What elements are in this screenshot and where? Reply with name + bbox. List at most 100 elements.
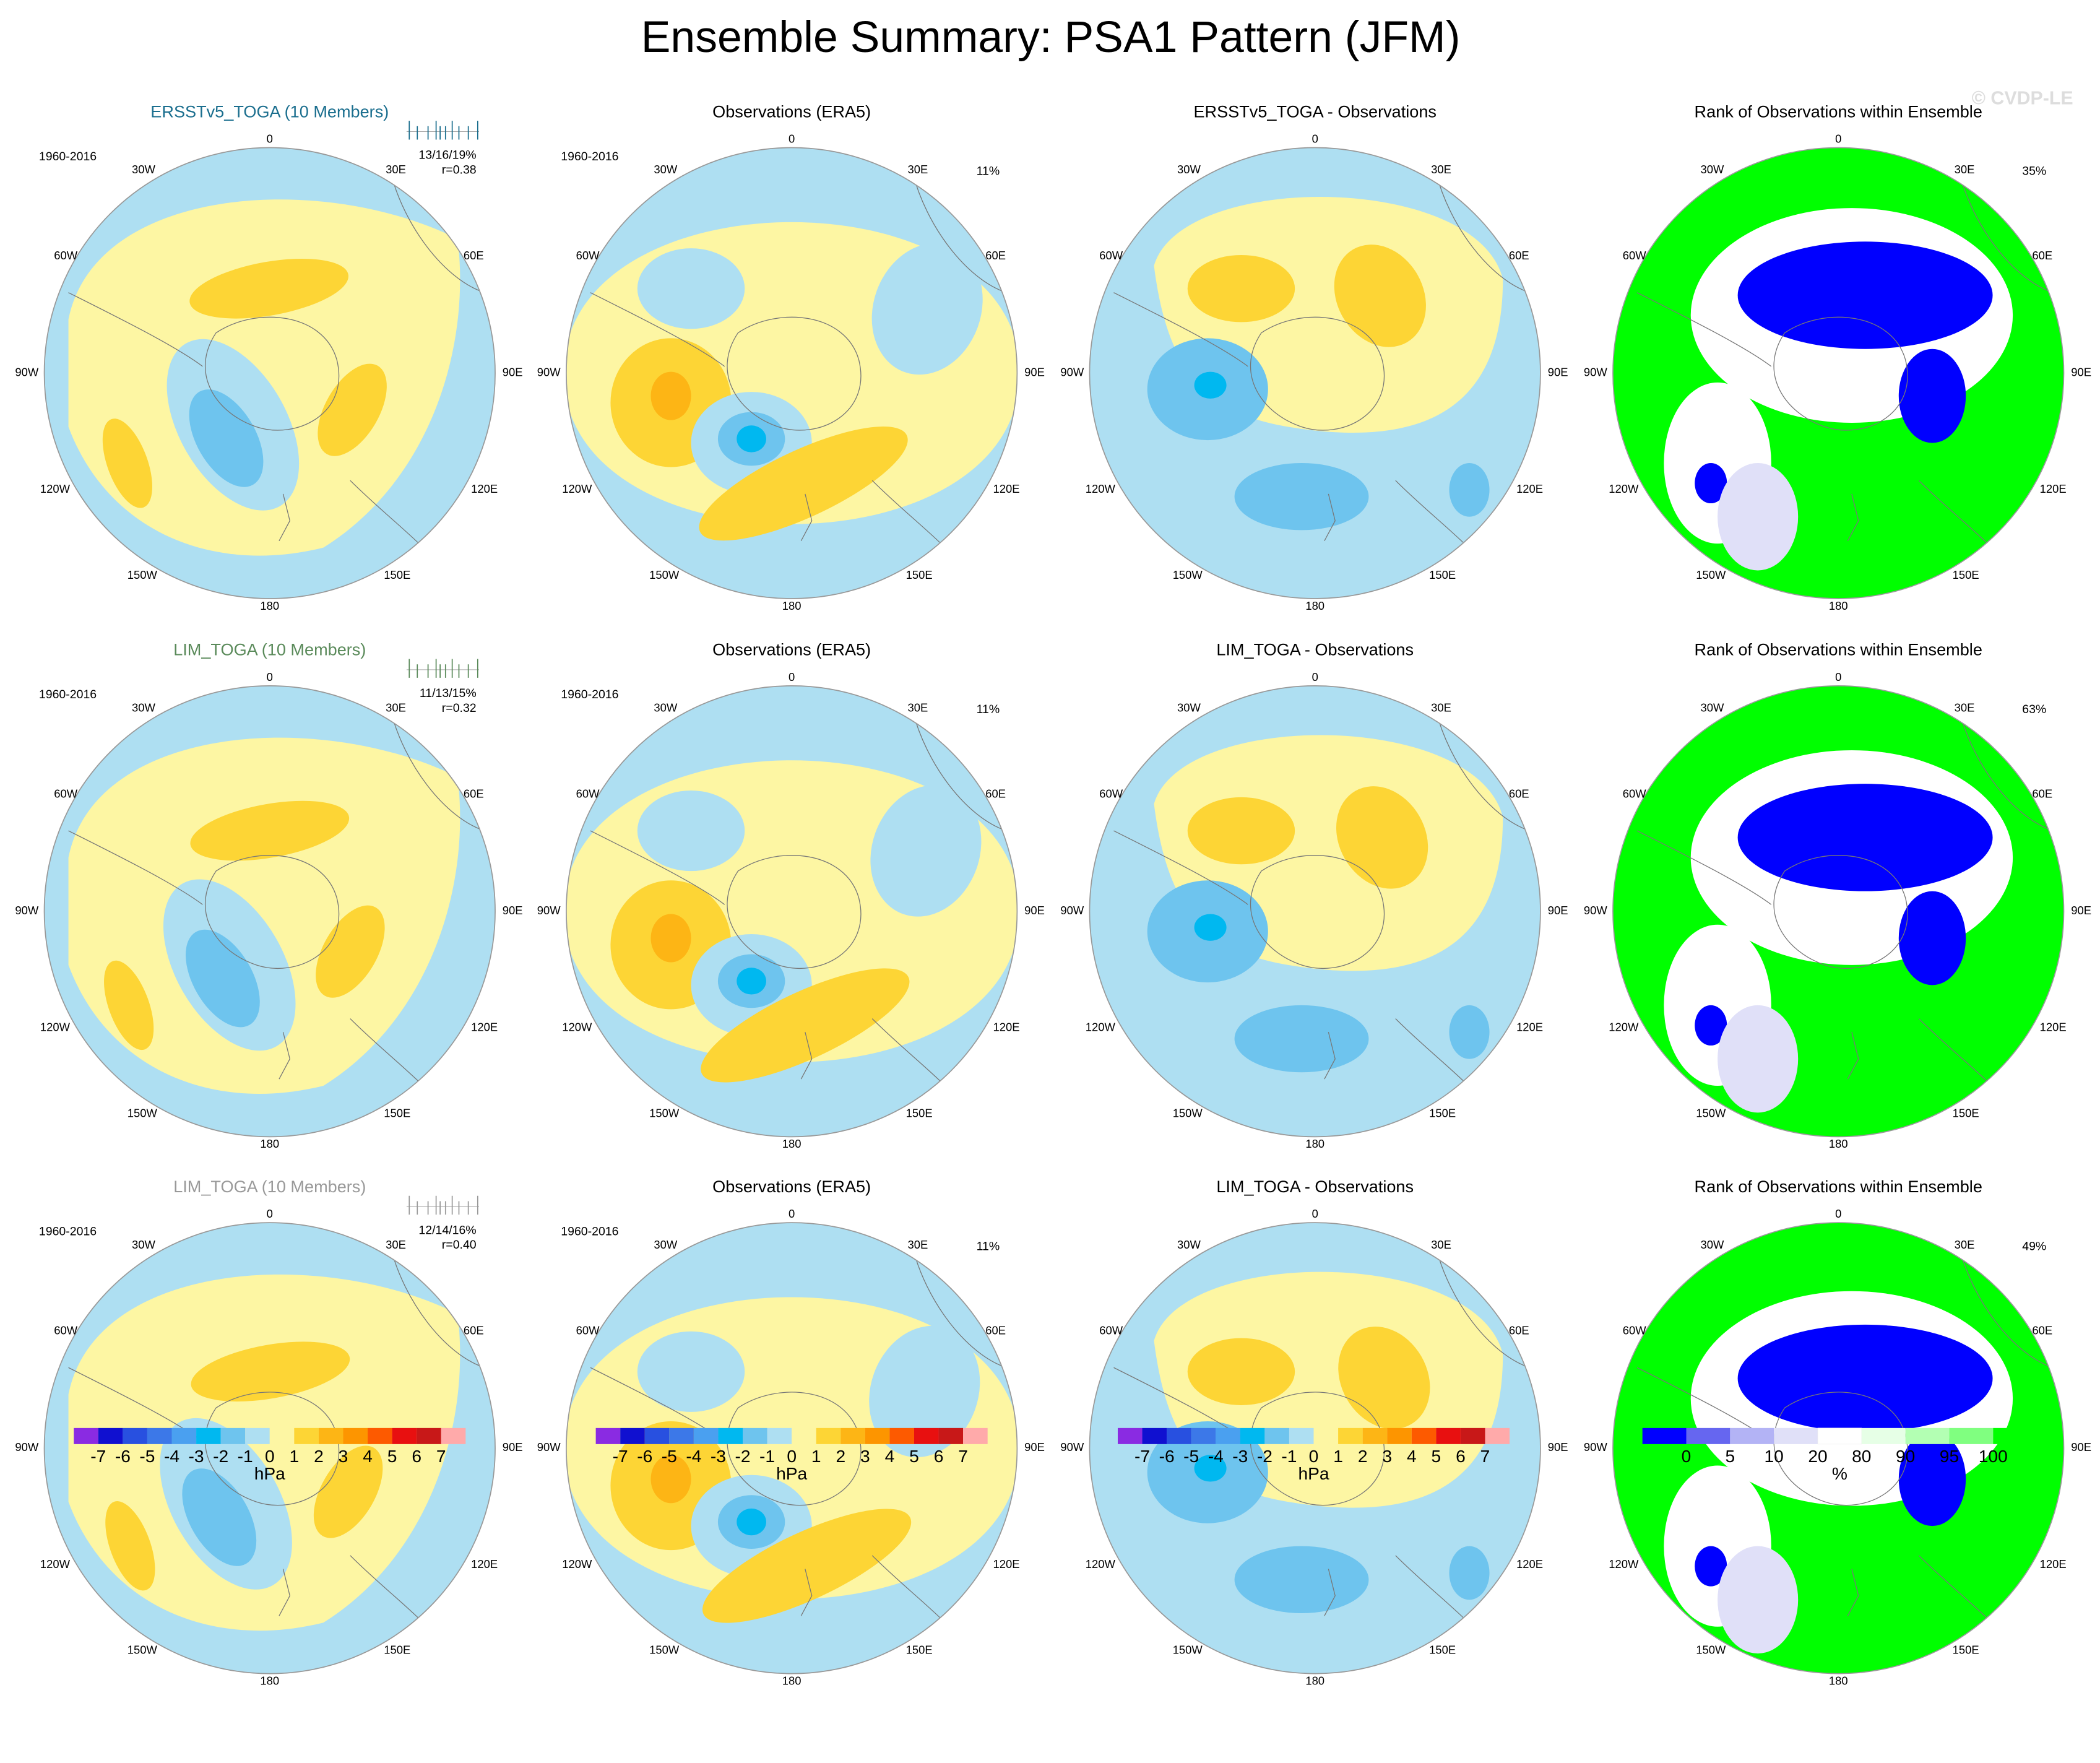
panel-title: LIM_TOGA (10 Members) — [173, 640, 366, 659]
contour-region — [189, 389, 264, 487]
longitude-label: 120W — [1086, 1021, 1116, 1034]
longitude-label: 180 — [260, 1674, 279, 1687]
colorbar-box — [1460, 1427, 1485, 1444]
contour-region — [1234, 1546, 1369, 1614]
longitude-label: 30W — [1177, 163, 1201, 176]
longitude-label: 60W — [576, 1324, 600, 1337]
longitude-label: 60W — [1099, 787, 1123, 800]
longitude-label: 30W — [654, 701, 677, 714]
colorbar-label: 80 — [1852, 1446, 1871, 1466]
map-field — [1089, 685, 1540, 1137]
colorbar-label: 5 — [387, 1446, 397, 1466]
map-field — [1089, 1223, 1540, 1674]
colorbar-label: 4 — [363, 1446, 373, 1466]
colorbar-box — [1436, 1427, 1461, 1444]
percent-label: 11% — [977, 703, 1000, 716]
contour-region — [650, 914, 691, 963]
longitude-label: 30E — [1955, 163, 1975, 176]
longitude-label: 0 — [267, 670, 273, 683]
map-border — [43, 685, 496, 1138]
longitude-label: 150W — [649, 1106, 680, 1119]
map-panel: Rank of Observations within Ensemble 0 30E… — [1584, 1177, 2091, 1687]
panel-title: Rank of Observations within Ensemble — [1695, 1177, 1982, 1196]
panel-title: Observations (ERA5) — [712, 640, 871, 659]
longitude-label: 150W — [127, 1644, 158, 1657]
colorbar-box — [963, 1427, 988, 1444]
panel-title: Rank of Observations within Ensemble — [1695, 102, 1982, 121]
contour-region — [870, 785, 982, 917]
longitude-label: 30E — [1431, 701, 1451, 714]
longitude-label: 0 — [1835, 670, 1841, 683]
colorbar-label: 4 — [885, 1446, 895, 1466]
colorbar-box — [220, 1427, 246, 1444]
colorbar-label: 1 — [290, 1446, 300, 1466]
longitude-label: 150E — [384, 1644, 410, 1657]
colorbar-label: 0 — [265, 1446, 275, 1466]
percent-label: 63% — [2022, 703, 2046, 716]
colorbar-units: hPa — [1298, 1463, 1329, 1483]
longitude-label: 60W — [576, 787, 600, 800]
longitude-label: 120W — [562, 482, 592, 495]
longitude-label: 60W — [1099, 249, 1123, 262]
map-border — [43, 1222, 496, 1674]
longitude-label: 120E — [471, 1557, 498, 1570]
longitude-label: 0 — [1835, 132, 1841, 145]
longitude-label: 90E — [2071, 904, 2091, 917]
longitude-label: 90E — [503, 904, 523, 917]
longitude-label: 60E — [1509, 787, 1529, 800]
longitude-label: 0 — [789, 1207, 795, 1220]
colorbar-box — [1774, 1427, 1818, 1444]
longitude-label: 30E — [1955, 1238, 1975, 1251]
longitude-label: 30E — [1431, 1238, 1451, 1251]
contour-region — [313, 1445, 383, 1538]
colorbar-label: 0 — [1682, 1446, 1692, 1466]
longitude-label: 60W — [1099, 1324, 1123, 1337]
colorbar-box — [294, 1427, 319, 1444]
longitude-label: 120E — [993, 1021, 1020, 1034]
contour-region — [1234, 463, 1369, 531]
colorbar-box — [595, 1427, 621, 1444]
longitude-label: 0 — [1312, 132, 1318, 145]
contour-region — [1718, 1546, 1799, 1654]
colorbar-label: -7 — [613, 1446, 628, 1466]
contour-region — [68, 1274, 460, 1631]
longitude-label: 90W — [537, 366, 561, 379]
longitude-label: 180 — [1305, 1137, 1324, 1150]
colorbar-label: 7 — [958, 1446, 968, 1466]
colorbar-box — [1313, 1427, 1339, 1444]
colorbar-box — [743, 1427, 767, 1444]
colorbar-box — [767, 1427, 792, 1444]
contour-region — [1898, 349, 1966, 443]
longitude-label: 150W — [1173, 1644, 1203, 1657]
longitude-label: 150E — [906, 1644, 933, 1657]
longitude-label: 120W — [40, 1021, 71, 1034]
contour-region — [102, 418, 153, 508]
longitude-label: 30E — [386, 1238, 406, 1251]
contour-region — [1737, 784, 1993, 891]
contour-region — [1695, 463, 1727, 504]
longitude-label: 60W — [54, 249, 77, 262]
stats-label: 13/16/19% — [418, 149, 476, 162]
colorbar-label: 6 — [1456, 1446, 1466, 1466]
colorbar-label: -1 — [759, 1446, 775, 1466]
contour-region — [1898, 891, 1966, 985]
contour-region — [1187, 797, 1295, 865]
contour-region — [1187, 1338, 1295, 1405]
longitude-label: 30E — [386, 701, 406, 714]
contour-region — [702, 1509, 912, 1623]
colorbar-label: -2 — [1257, 1446, 1273, 1466]
colorbar-label: -1 — [1281, 1446, 1297, 1466]
longitude-label: 60E — [1509, 249, 1529, 262]
panel-title: ERSSTv5_TOGA - Observations — [1193, 102, 1437, 121]
colorbar-box — [1817, 1427, 1862, 1445]
colorbar-label: 5 — [1726, 1446, 1735, 1466]
contour-region — [637, 1331, 745, 1412]
panel-title: Rank of Observations within Ensemble — [1695, 640, 1982, 659]
longitude-label: 60W — [1623, 1324, 1646, 1337]
map-field — [566, 1223, 1018, 1674]
longitude-label: 120W — [562, 1021, 592, 1034]
longitude-label: 30W — [654, 1238, 677, 1251]
longitude-label: 60E — [985, 1324, 1006, 1337]
longitude-label: 90E — [503, 366, 523, 379]
